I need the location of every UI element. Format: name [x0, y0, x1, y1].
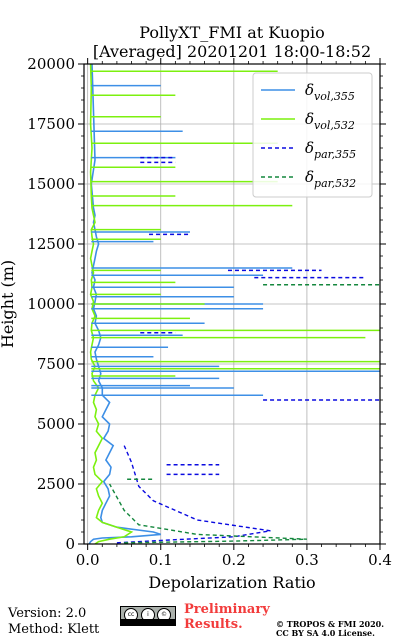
- y-tick-label: 0: [65, 535, 75, 553]
- x-tick-label: 0.1: [149, 551, 173, 569]
- chart-title-line2: [Averaged] 20201201 18:00-18:52: [93, 42, 371, 61]
- x-tick-label: 0.3: [295, 551, 319, 569]
- y-tick-label: 17500: [27, 115, 75, 133]
- copyright-notice: © TROPOS & FMI 2020. CC BY SA 4.0 Licens…: [276, 620, 384, 638]
- x-tick-label: 0.4: [368, 551, 392, 569]
- y-tick-label: 20000: [27, 55, 75, 73]
- chart-title-line1: PollyXT_FMI at Kuopio: [139, 23, 325, 42]
- copyright-line1: © TROPOS & FMI 2020.: [276, 619, 385, 629]
- depolarization-chart: PollyXT_FMI at Kuopio [Averaged] 2020120…: [0, 23, 392, 592]
- copyright-line2: CC BY SA 4.0 License.: [276, 628, 375, 638]
- x-axis-label: Depolarization Ratio: [148, 573, 315, 592]
- series-line-2: [116, 445, 271, 544]
- preliminary-line1: Preliminary: [184, 602, 270, 617]
- plot-data: [88, 64, 380, 544]
- y-tick-label: 7500: [37, 355, 75, 373]
- x-tick-label: 0.0: [76, 551, 100, 569]
- y-axis-label: Height (m): [0, 260, 17, 348]
- method-text: Method: Klett: [8, 622, 100, 637]
- y-tick-label: 5000: [37, 415, 75, 433]
- cc-by-sa-icon: cc i ©: [120, 606, 176, 626]
- y-tick-label: 10000: [27, 295, 75, 313]
- y-tick-label: 15000: [27, 175, 75, 193]
- y-tick-label: 2500: [37, 475, 75, 493]
- preliminary-line2: Results.: [184, 617, 243, 632]
- series-line-3: [108, 483, 307, 544]
- y-tick-label: 12500: [27, 235, 75, 253]
- axis-ticks: 0.0 0.1 0.2 0.3 0.4 0 2500 5000 7500 10000 12500 15…: [27, 55, 392, 569]
- version-text: Version: 2.0: [8, 606, 87, 621]
- x-tick-label: 0.2: [222, 551, 246, 569]
- series-line-0: [88, 64, 161, 544]
- legend-box: [252, 72, 373, 198]
- preliminary-results-label: Preliminary Results.: [184, 602, 270, 632]
